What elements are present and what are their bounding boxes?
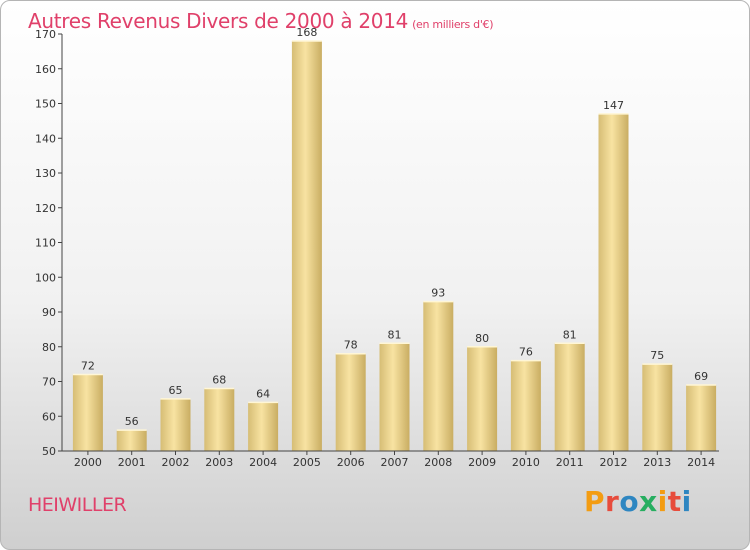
x-tick-label: 2012 [600,456,628,469]
bar-value-label: 69 [694,370,708,383]
y-tick-label: 80 [42,341,56,354]
y-tick-label: 100 [35,271,56,284]
x-tick-label: 2002 [162,456,190,469]
x-tick-label: 2010 [512,456,540,469]
x-tick-label: 2011 [556,456,584,469]
y-tick-label: 170 [35,28,56,41]
bar [510,360,541,451]
bar-value-label: 81 [563,328,577,341]
x-axis: 2000 2001 2002 2003 2004 2005 2006 2007 2008 2009… [62,450,719,469]
logo-letter: r [605,485,620,518]
title-unit: (en milliers d'€) [412,18,494,31]
bar-value-label: 147 [603,99,624,112]
bar-value-label: 56 [125,415,139,428]
bar [423,301,454,451]
x-tick-label: 2001 [118,456,146,469]
x-tick-label: 2006 [337,456,365,469]
bar [160,398,191,451]
bar [116,430,147,451]
place-name: HEIWILLER [28,494,127,516]
bar-value-label: 80 [475,332,489,345]
logo-letter: x [639,485,658,518]
bar-value-label: 76 [519,346,533,359]
logo-letter: o [619,485,640,518]
bar-value-label: 81 [388,328,402,341]
bar [379,343,410,451]
x-tick-label: 2000 [74,456,102,469]
y-tick-label: 120 [35,202,56,215]
bar-value-label: 93 [431,287,445,300]
y-tick-label: 60 [42,410,56,423]
bar-value-label: 78 [344,339,358,352]
x-tick-label: 2003 [205,456,233,469]
logo-letter: i [657,485,668,518]
bar [291,40,322,451]
bar-value-label: 64 [256,387,270,400]
bar-value-label: 75 [650,349,664,362]
bar-value-label: 168 [296,26,317,39]
x-tick-label: 2013 [643,456,671,469]
y-tick-label: 130 [35,167,56,180]
y-tick-label: 50 [42,445,56,458]
y-tick-label: 140 [35,132,56,145]
chart-title: Autres Revenus Divers de 2000 à 2014 (en … [28,9,494,33]
x-tick-label: 2007 [381,456,409,469]
y-tick-label: 70 [42,376,56,389]
bars: 72 56 65 68 64 168 78 81 93 80 76 81 147 75 69 [72,26,717,452]
x-tick-label: 2008 [424,456,452,469]
title-text: Autres Revenus Divers de 2000 à 2014 [28,9,409,33]
x-tick-label: 2009 [468,456,496,469]
bar [72,374,103,451]
bar-value-label: 68 [212,373,226,386]
logo-letter: P [584,485,606,518]
x-tick-label: 2004 [249,456,277,469]
logo-letter: i [681,485,692,518]
bar [642,364,673,451]
logo-letter: t [667,485,682,518]
proxiti-logo[interactable]: Proxiti [584,485,692,518]
bar [598,113,629,452]
bar [686,384,717,451]
y-tick-label: 160 [35,63,56,76]
bar [554,343,585,451]
y-tick-label: 90 [42,306,56,319]
y-tick-label: 110 [35,237,56,250]
bar-value-label: 72 [81,360,95,373]
x-tick-label: 2014 [687,456,715,469]
x-tick-label: 2005 [293,456,321,469]
bar [335,353,366,451]
bar [204,388,235,451]
y-tick-label: 150 [35,98,56,111]
bar-value-label: 65 [169,384,183,397]
y-axis: 50 60 70 80 90 100 110 120 130 140 150 160 170 [35,28,63,458]
bar [248,402,279,451]
bar [467,346,498,451]
